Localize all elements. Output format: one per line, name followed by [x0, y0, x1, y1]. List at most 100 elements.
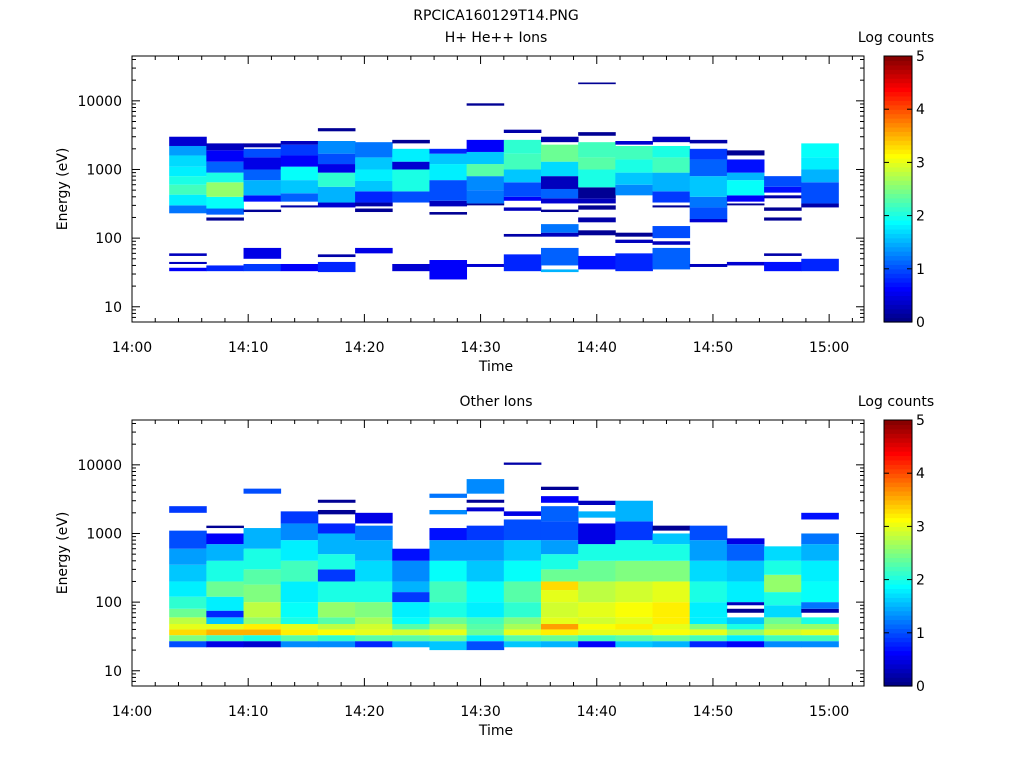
colorbar: 0 1 2 3 4 5	[883, 413, 925, 695]
heatmap-cell	[801, 641, 839, 648]
colorbar-swatch	[884, 526, 912, 532]
heatmap-cell	[578, 635, 616, 642]
colorbar-tick-label: 2	[916, 573, 925, 589]
heatmap-cell	[540, 554, 579, 570]
heatmap-cell	[169, 548, 207, 565]
colorbar-swatch	[884, 424, 912, 430]
heatmap-cell	[540, 209, 579, 213]
heatmap-cell	[801, 635, 839, 642]
heatmap-cell	[355, 641, 393, 648]
heatmap-cell	[392, 263, 430, 272]
heatmap-cell	[540, 506, 579, 522]
colorbar-swatch	[884, 60, 912, 66]
heatmap-cell	[355, 169, 393, 181]
heatmap-cell	[243, 548, 282, 570]
heatmap-cell	[169, 624, 207, 630]
heatmap-cell	[503, 207, 542, 211]
heatmap-cell	[726, 602, 765, 606]
colorbar-swatch	[884, 189, 912, 195]
x-tick-label: 15:00	[809, 340, 849, 356]
heatmap-cell	[206, 581, 244, 597]
heatmap-cell	[540, 641, 579, 648]
heatmap-cell	[578, 624, 616, 630]
colorbar-swatch	[884, 442, 912, 448]
heatmap-cell	[206, 525, 244, 529]
heatmap-cell	[243, 528, 282, 549]
heatmap-cells	[169, 462, 839, 651]
heatmap-cell	[764, 624, 802, 630]
colorbar-swatch	[884, 197, 912, 203]
colorbar-swatch	[884, 87, 912, 93]
colorbar-swatch	[884, 610, 912, 616]
colorbar-swatch	[884, 220, 912, 226]
heatmap-cell	[578, 205, 616, 210]
heatmap-cell	[466, 151, 505, 165]
heatmap-cell	[466, 602, 505, 618]
colorbar-swatch	[884, 149, 912, 155]
x-tick-label: 15:00	[809, 704, 849, 720]
colorbar-swatch	[884, 437, 912, 443]
heatmap-cell	[429, 148, 468, 154]
heatmap-cell	[466, 263, 505, 267]
heatmap-cell	[615, 172, 653, 185]
heatmap-cell	[243, 488, 282, 494]
colorbar-swatch	[884, 420, 912, 426]
colorbar-swatch	[884, 433, 912, 439]
heatmap-cell	[652, 581, 691, 603]
heatmap-cell	[578, 544, 616, 561]
heatmap-cell	[801, 544, 839, 561]
heatmap-cell	[503, 581, 542, 603]
heatmap-cell	[578, 617, 616, 625]
heatmap-cell	[169, 261, 207, 264]
heatmap-cell	[652, 157, 691, 173]
colorbar-swatch	[884, 677, 912, 683]
heatmap-cell	[169, 564, 207, 582]
heatmap-cell	[429, 602, 468, 618]
heatmap-cell	[726, 159, 765, 173]
heatmap-cell	[764, 560, 802, 575]
heatmap-cell	[503, 182, 542, 197]
heatmap-cell	[726, 560, 765, 582]
heatmap-cell	[280, 624, 319, 630]
colorbar-swatch	[884, 273, 912, 279]
heatmap-cell	[578, 132, 616, 136]
heatmap-cell	[466, 525, 505, 541]
heatmap-cell	[392, 169, 430, 192]
heatmap-cell	[317, 629, 356, 636]
heatmap-cell	[689, 617, 728, 625]
heatmap-cell	[243, 641, 282, 648]
heatmap-cell	[764, 176, 802, 187]
heatmap-cell	[243, 263, 282, 272]
colorbar-swatch	[884, 504, 912, 510]
colorbar-swatch	[884, 521, 912, 527]
y-axis-label: Energy (eV)	[55, 148, 71, 231]
colorbar-swatch	[884, 654, 912, 660]
colorbar-swatch	[884, 517, 912, 523]
colorbar-swatch	[884, 113, 912, 119]
heatmap-cell	[429, 528, 468, 541]
heatmap-cell	[280, 560, 319, 582]
heatmap-cell	[540, 581, 579, 591]
colorbar-swatch	[884, 548, 912, 554]
heatmap-cell	[652, 247, 691, 270]
colorbar-swatch	[884, 513, 912, 519]
colorbar-tick-label: 3	[916, 519, 925, 535]
heatmap-cell	[652, 525, 691, 531]
heatmap-cell	[355, 157, 393, 170]
colorbar-swatch	[884, 641, 912, 647]
heatmap-cell	[615, 141, 653, 145]
heatmap-cell	[801, 258, 839, 272]
heatmap-cell	[392, 592, 430, 603]
heatmap-cell	[540, 624, 579, 630]
heatmap-cell	[503, 602, 542, 618]
heatmap-cell	[503, 560, 542, 582]
heatmap-cell	[503, 169, 542, 183]
heatmap-cell	[466, 139, 505, 152]
heatmap-cell	[280, 511, 319, 524]
heatmap-cell	[169, 581, 207, 597]
heatmap-cell	[726, 617, 765, 625]
heatmap-cell	[726, 261, 765, 266]
heatmap-cell	[764, 253, 802, 256]
colorbar-tick-label: 3	[916, 155, 925, 171]
heatmap-cell	[540, 224, 579, 233]
